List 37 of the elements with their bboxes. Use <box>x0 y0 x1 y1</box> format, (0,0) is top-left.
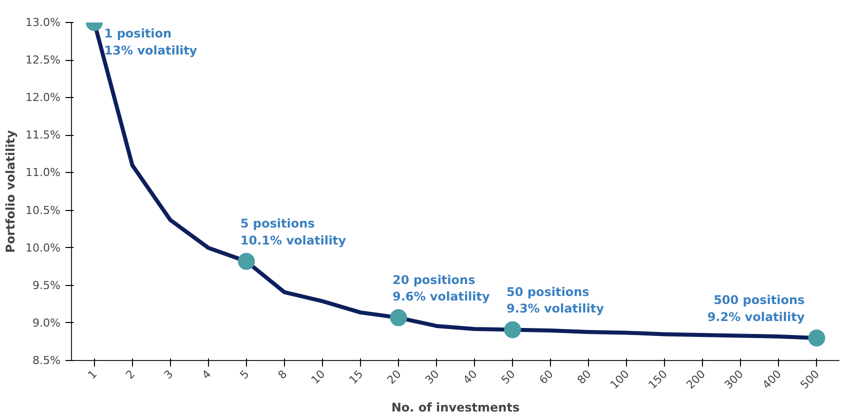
x-tick-label: 500 <box>798 368 822 392</box>
y-tick-label: 10.5% <box>26 204 61 217</box>
annotation: 20 positions 9.6% volatility <box>392 272 490 304</box>
y-tick-label: 9.0% <box>32 316 61 330</box>
annotation: 50 positions 9.3% volatility <box>506 284 604 316</box>
x-tick-label: 20 <box>384 368 404 387</box>
y-tick-label: 8.5% <box>32 354 61 367</box>
x-tick-label: 100 <box>608 368 632 392</box>
x-tick-label: 200 <box>684 368 708 392</box>
x-tick-label: 15 <box>346 368 366 387</box>
y-tick-label: 11.5% <box>26 128 61 142</box>
x-tick-label: 50 <box>498 368 518 387</box>
annotation: 500 positions 9.2% volatility <box>707 293 805 324</box>
x-tick-label: 300 <box>722 368 746 392</box>
y-tick-label: 13.0% <box>26 16 61 29</box>
x-tick-label: 4 <box>200 368 214 382</box>
x-tick-label: 8 <box>276 368 290 382</box>
y-tick-label: 9.5% <box>32 278 61 292</box>
y-tick-label: 12.5% <box>26 54 61 67</box>
x-tick-label: 150 <box>646 368 670 392</box>
y-tick-label: 11.0% <box>26 166 61 180</box>
x-tick-label: 3 <box>162 368 176 382</box>
y-axis-title: Portfolio volatility <box>4 130 18 253</box>
y-tick-label: 10.0% <box>26 241 61 254</box>
x-tick-label: 10 <box>308 368 328 387</box>
x-tick-label: 60 <box>536 368 556 387</box>
annotation: 5 positions 10.1% volatility <box>240 216 346 248</box>
annotation: 1 position 13% volatility <box>104 26 198 58</box>
x-tick-label: 30 <box>422 368 442 387</box>
x-tick-label: 2 <box>123 368 138 382</box>
x-tick-label: 5 <box>238 368 252 382</box>
x-tick-label: 1 <box>85 368 100 382</box>
x-tick-label: 400 <box>760 368 784 392</box>
x-axis-title: No. of investments <box>391 400 520 415</box>
x-tick-label: 80 <box>574 368 594 387</box>
y-tick-label: 12.0% <box>26 91 61 104</box>
x-tick-label: 40 <box>460 368 480 387</box>
